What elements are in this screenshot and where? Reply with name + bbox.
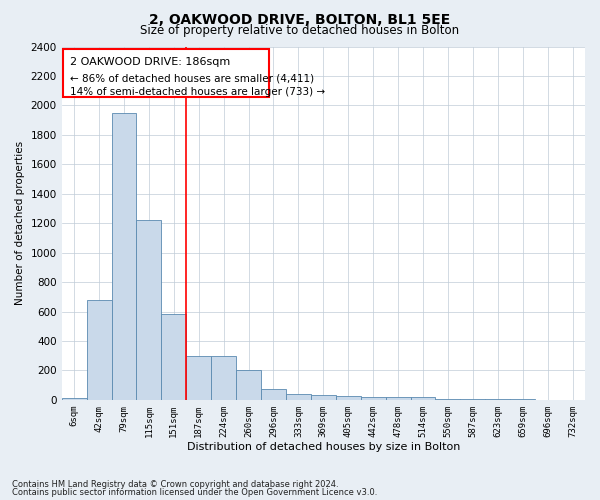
Bar (211, 356, 236, 400)
Text: 2 OAKWOOD DRIVE: 186sqm: 2 OAKWOOD DRIVE: 186sqm (70, 57, 230, 67)
Text: Contains HM Land Registry data © Crown copyright and database right 2024.: Contains HM Land Registry data © Crown c… (12, 480, 338, 489)
Text: Size of property relative to detached houses in Bolton: Size of property relative to detached ho… (140, 24, 460, 37)
Bar (436, 399, 460, 400)
Bar (410, 397, 436, 400)
Bar (236, 370, 261, 400)
X-axis label: Distribution of detached houses by size in Bolton: Distribution of detached houses by size … (187, 442, 460, 452)
Text: ← 86% of detached houses are smaller (4,411): ← 86% of detached houses are smaller (4,… (70, 73, 314, 83)
Bar (62, 398, 86, 400)
Text: 2, OAKWOOD DRIVE, BOLTON, BL1 5EE: 2, OAKWOOD DRIVE, BOLTON, BL1 5EE (149, 12, 451, 26)
Text: Contains public sector information licensed under the Open Government Licence v3: Contains public sector information licen… (12, 488, 377, 497)
Bar (361, 397, 386, 400)
Bar (286, 394, 311, 400)
Bar (186, 356, 211, 400)
FancyBboxPatch shape (63, 48, 269, 96)
Text: 14% of semi-detached houses are larger (733) →: 14% of semi-detached houses are larger (… (70, 87, 326, 97)
Bar (485, 399, 510, 400)
Bar (311, 394, 336, 400)
Bar (136, 220, 161, 400)
Bar (460, 399, 485, 400)
Bar (336, 396, 361, 400)
Bar (161, 314, 186, 400)
Bar (261, 389, 286, 400)
Bar (386, 397, 410, 400)
Y-axis label: Number of detached properties: Number of detached properties (15, 141, 25, 305)
Bar (86, 300, 112, 400)
Bar (112, 113, 136, 400)
